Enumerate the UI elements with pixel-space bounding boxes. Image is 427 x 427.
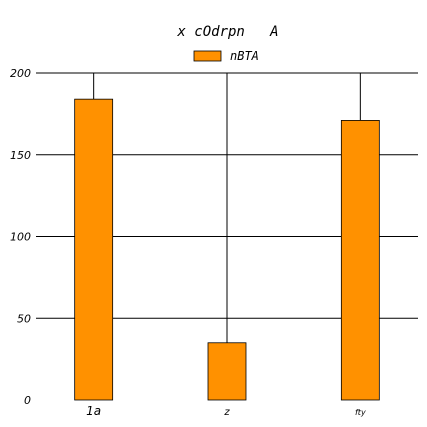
y-tick-label: 100 bbox=[10, 231, 31, 244]
chart-title: x cOdrpn A bbox=[176, 24, 278, 40]
bar bbox=[74, 98, 114, 401]
x-tick-label: z bbox=[223, 407, 230, 418]
y-tick-label: 50 bbox=[17, 312, 31, 325]
legend-swatch bbox=[193, 50, 222, 62]
legend-label: nBTA bbox=[230, 49, 259, 63]
x-tick-label: fty bbox=[355, 408, 366, 417]
y-tick-label: 150 bbox=[10, 149, 31, 162]
y-axis-ticks: 0 50 100 150 200 bbox=[10, 67, 31, 407]
x-tick-label: 1a bbox=[86, 404, 101, 418]
x-axis-ticks: 1a z fty bbox=[86, 404, 366, 418]
y-tick-label: 0 bbox=[24, 394, 31, 407]
bar bbox=[207, 342, 247, 401]
y-tick-label: 200 bbox=[10, 67, 31, 80]
legend: nBTA bbox=[193, 49, 259, 63]
bar bbox=[340, 120, 380, 401]
bar-layer bbox=[74, 98, 380, 401]
